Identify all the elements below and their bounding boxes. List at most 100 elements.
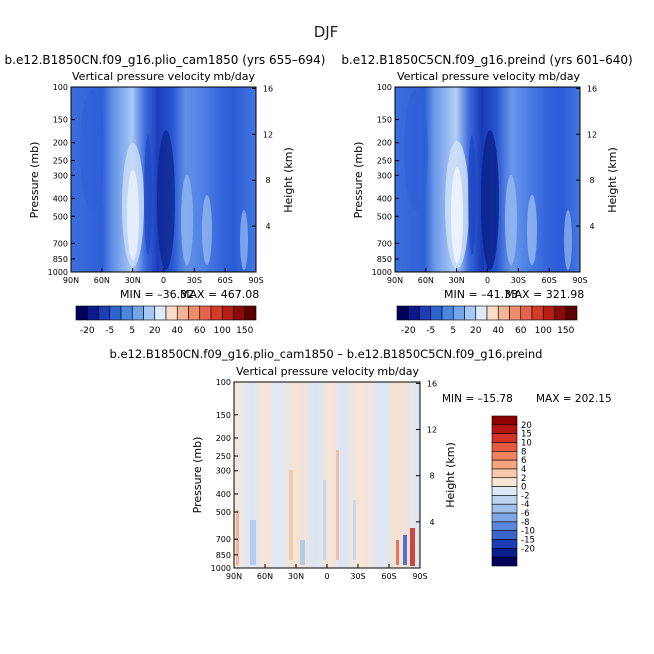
light-column bbox=[202, 195, 212, 265]
colorbar-box bbox=[199, 305, 212, 321]
colorbar-box bbox=[396, 305, 409, 321]
colorbar-box bbox=[491, 503, 518, 514]
anomaly-streak bbox=[396, 540, 399, 565]
y2-tick-label: 16 bbox=[427, 379, 437, 388]
colorbar-label: 20 bbox=[521, 421, 532, 431]
x-ticks: 90N 60N 30N 0 30S 60S 90S bbox=[387, 268, 588, 285]
y-tick-label: 700 bbox=[377, 239, 392, 248]
y2-ticks: 4 8 12 16 bbox=[416, 379, 437, 527]
colorbar-box bbox=[165, 305, 178, 321]
colorbar-box bbox=[509, 305, 522, 321]
y-tick-label: 1000 bbox=[211, 564, 231, 573]
colorbar-label: 6 bbox=[521, 456, 526, 466]
colorbar-box bbox=[86, 305, 99, 321]
y2-axis-label: Height (km) bbox=[606, 147, 619, 213]
colorbar-box bbox=[491, 548, 518, 558]
colorbar-box bbox=[441, 305, 454, 321]
light-column bbox=[451, 167, 463, 263]
x-tick-label: 30S bbox=[187, 276, 202, 285]
y-tick-label: 150 bbox=[53, 116, 68, 125]
colorbar-label: 15 bbox=[521, 430, 532, 440]
colorbar-label: -20 bbox=[401, 326, 416, 336]
y-tick-label: 100 bbox=[216, 378, 231, 387]
panel-title: b.e12.B1850C5CN.f09_g16.preind (yrs 601–… bbox=[341, 53, 632, 67]
y-tick-label: 500 bbox=[377, 212, 392, 221]
colorbar-box bbox=[542, 305, 555, 321]
colorbar-box bbox=[75, 305, 88, 321]
colorbar-label: 100 bbox=[214, 326, 231, 336]
y-tick-label: 100 bbox=[377, 83, 392, 92]
colorbar-label: 5 bbox=[129, 326, 135, 336]
y-axis-label: Pressure (mb) bbox=[28, 142, 41, 219]
y-tick-label: 850 bbox=[377, 255, 392, 264]
x-tick-label: 90N bbox=[226, 572, 242, 581]
colorbar-label: -2 bbox=[521, 491, 529, 501]
light-column bbox=[505, 175, 517, 265]
max-label: MAX = 321.98 bbox=[505, 288, 584, 301]
colorbar-box bbox=[430, 305, 443, 321]
y-tick-label: 500 bbox=[53, 212, 68, 221]
colorbar-box bbox=[233, 305, 246, 321]
x-tick-label: 0 bbox=[161, 276, 166, 285]
y2-tick-label: 16 bbox=[587, 84, 597, 93]
y2-tick-label: 4 bbox=[589, 222, 594, 231]
figure-title: DJF bbox=[314, 23, 339, 41]
x-tick-label: 90N bbox=[63, 276, 79, 285]
anomaly-streak bbox=[403, 535, 407, 565]
colorbar-box bbox=[464, 305, 477, 321]
anomaly-streak bbox=[300, 540, 305, 565]
y-tick-label: 300 bbox=[216, 467, 231, 476]
colorbar-label: 150 bbox=[236, 326, 253, 336]
anomaly-streak bbox=[250, 520, 256, 565]
panel-subtitle: Vertical pressure velocity bbox=[72, 70, 211, 83]
y-tick-label: 150 bbox=[216, 411, 231, 420]
colorbar-box bbox=[491, 415, 518, 426]
anomaly-streak bbox=[410, 528, 415, 566]
panel-plio: b.e12.B1850CN.f09_g16.plio_cam1850 (yrs … bbox=[5, 53, 326, 336]
plot-area bbox=[234, 382, 420, 568]
y-tick-label: 200 bbox=[216, 434, 231, 443]
colorbar-label: 10 bbox=[521, 438, 532, 448]
colorbar-box bbox=[491, 433, 518, 443]
x-tick-label: 30N bbox=[288, 572, 304, 581]
y-tick-label: 250 bbox=[216, 452, 231, 461]
colorbar-box bbox=[491, 477, 518, 487]
dark-column bbox=[468, 135, 476, 255]
colorbar-label: 60 bbox=[515, 326, 527, 336]
dark-column bbox=[144, 135, 152, 255]
y2-tick-label: 8 bbox=[429, 472, 434, 481]
y-tick-label: 300 bbox=[53, 171, 68, 180]
colorbar-box bbox=[109, 305, 122, 321]
colorbar-box bbox=[491, 424, 518, 434]
x-tick-label: 90S bbox=[572, 276, 587, 285]
colorbar-label: 2 bbox=[521, 474, 526, 484]
colorbar-box bbox=[131, 305, 144, 321]
panel-title: b.e12.B1850CN.f09_g16.plio_cam1850 (yrs … bbox=[5, 53, 326, 67]
colorbar-box bbox=[188, 305, 201, 321]
colorbar-label: 4 bbox=[521, 465, 526, 475]
colorbar-box bbox=[491, 521, 518, 532]
colorbar-box bbox=[176, 305, 189, 321]
y-ticks: 100 150 200 250 300 400 500 700 850 1000 bbox=[372, 83, 399, 277]
panel-units: mb/day bbox=[213, 70, 255, 83]
min-label: MIN = –36.32 bbox=[120, 288, 194, 301]
colorbar-box bbox=[520, 305, 533, 321]
colorbar-label: 40 bbox=[493, 326, 505, 336]
x-ticks: 90N 60N 30N 0 30S 60S 90S bbox=[226, 564, 428, 581]
x-tick-label: 60N bbox=[257, 572, 273, 581]
colorbar-label: 0 bbox=[521, 483, 526, 493]
y-tick-label: 250 bbox=[377, 157, 392, 166]
min-label: MIN = –15.78 bbox=[442, 393, 513, 405]
colorbar-box bbox=[452, 305, 465, 321]
y2-tick-label: 12 bbox=[427, 426, 437, 435]
y-tick-label: 150 bbox=[377, 116, 392, 125]
y2-tick-label: 12 bbox=[263, 130, 273, 139]
x-tick-label: 60S bbox=[218, 276, 233, 285]
anomaly-streak bbox=[289, 470, 293, 560]
panel-subtitle: Vertical pressure velocity bbox=[397, 70, 536, 83]
dark-column bbox=[157, 130, 175, 270]
x-ticks: 90N 60N 30N 0 30S 60S 90S bbox=[63, 268, 264, 285]
y-tick-label: 200 bbox=[377, 139, 392, 148]
